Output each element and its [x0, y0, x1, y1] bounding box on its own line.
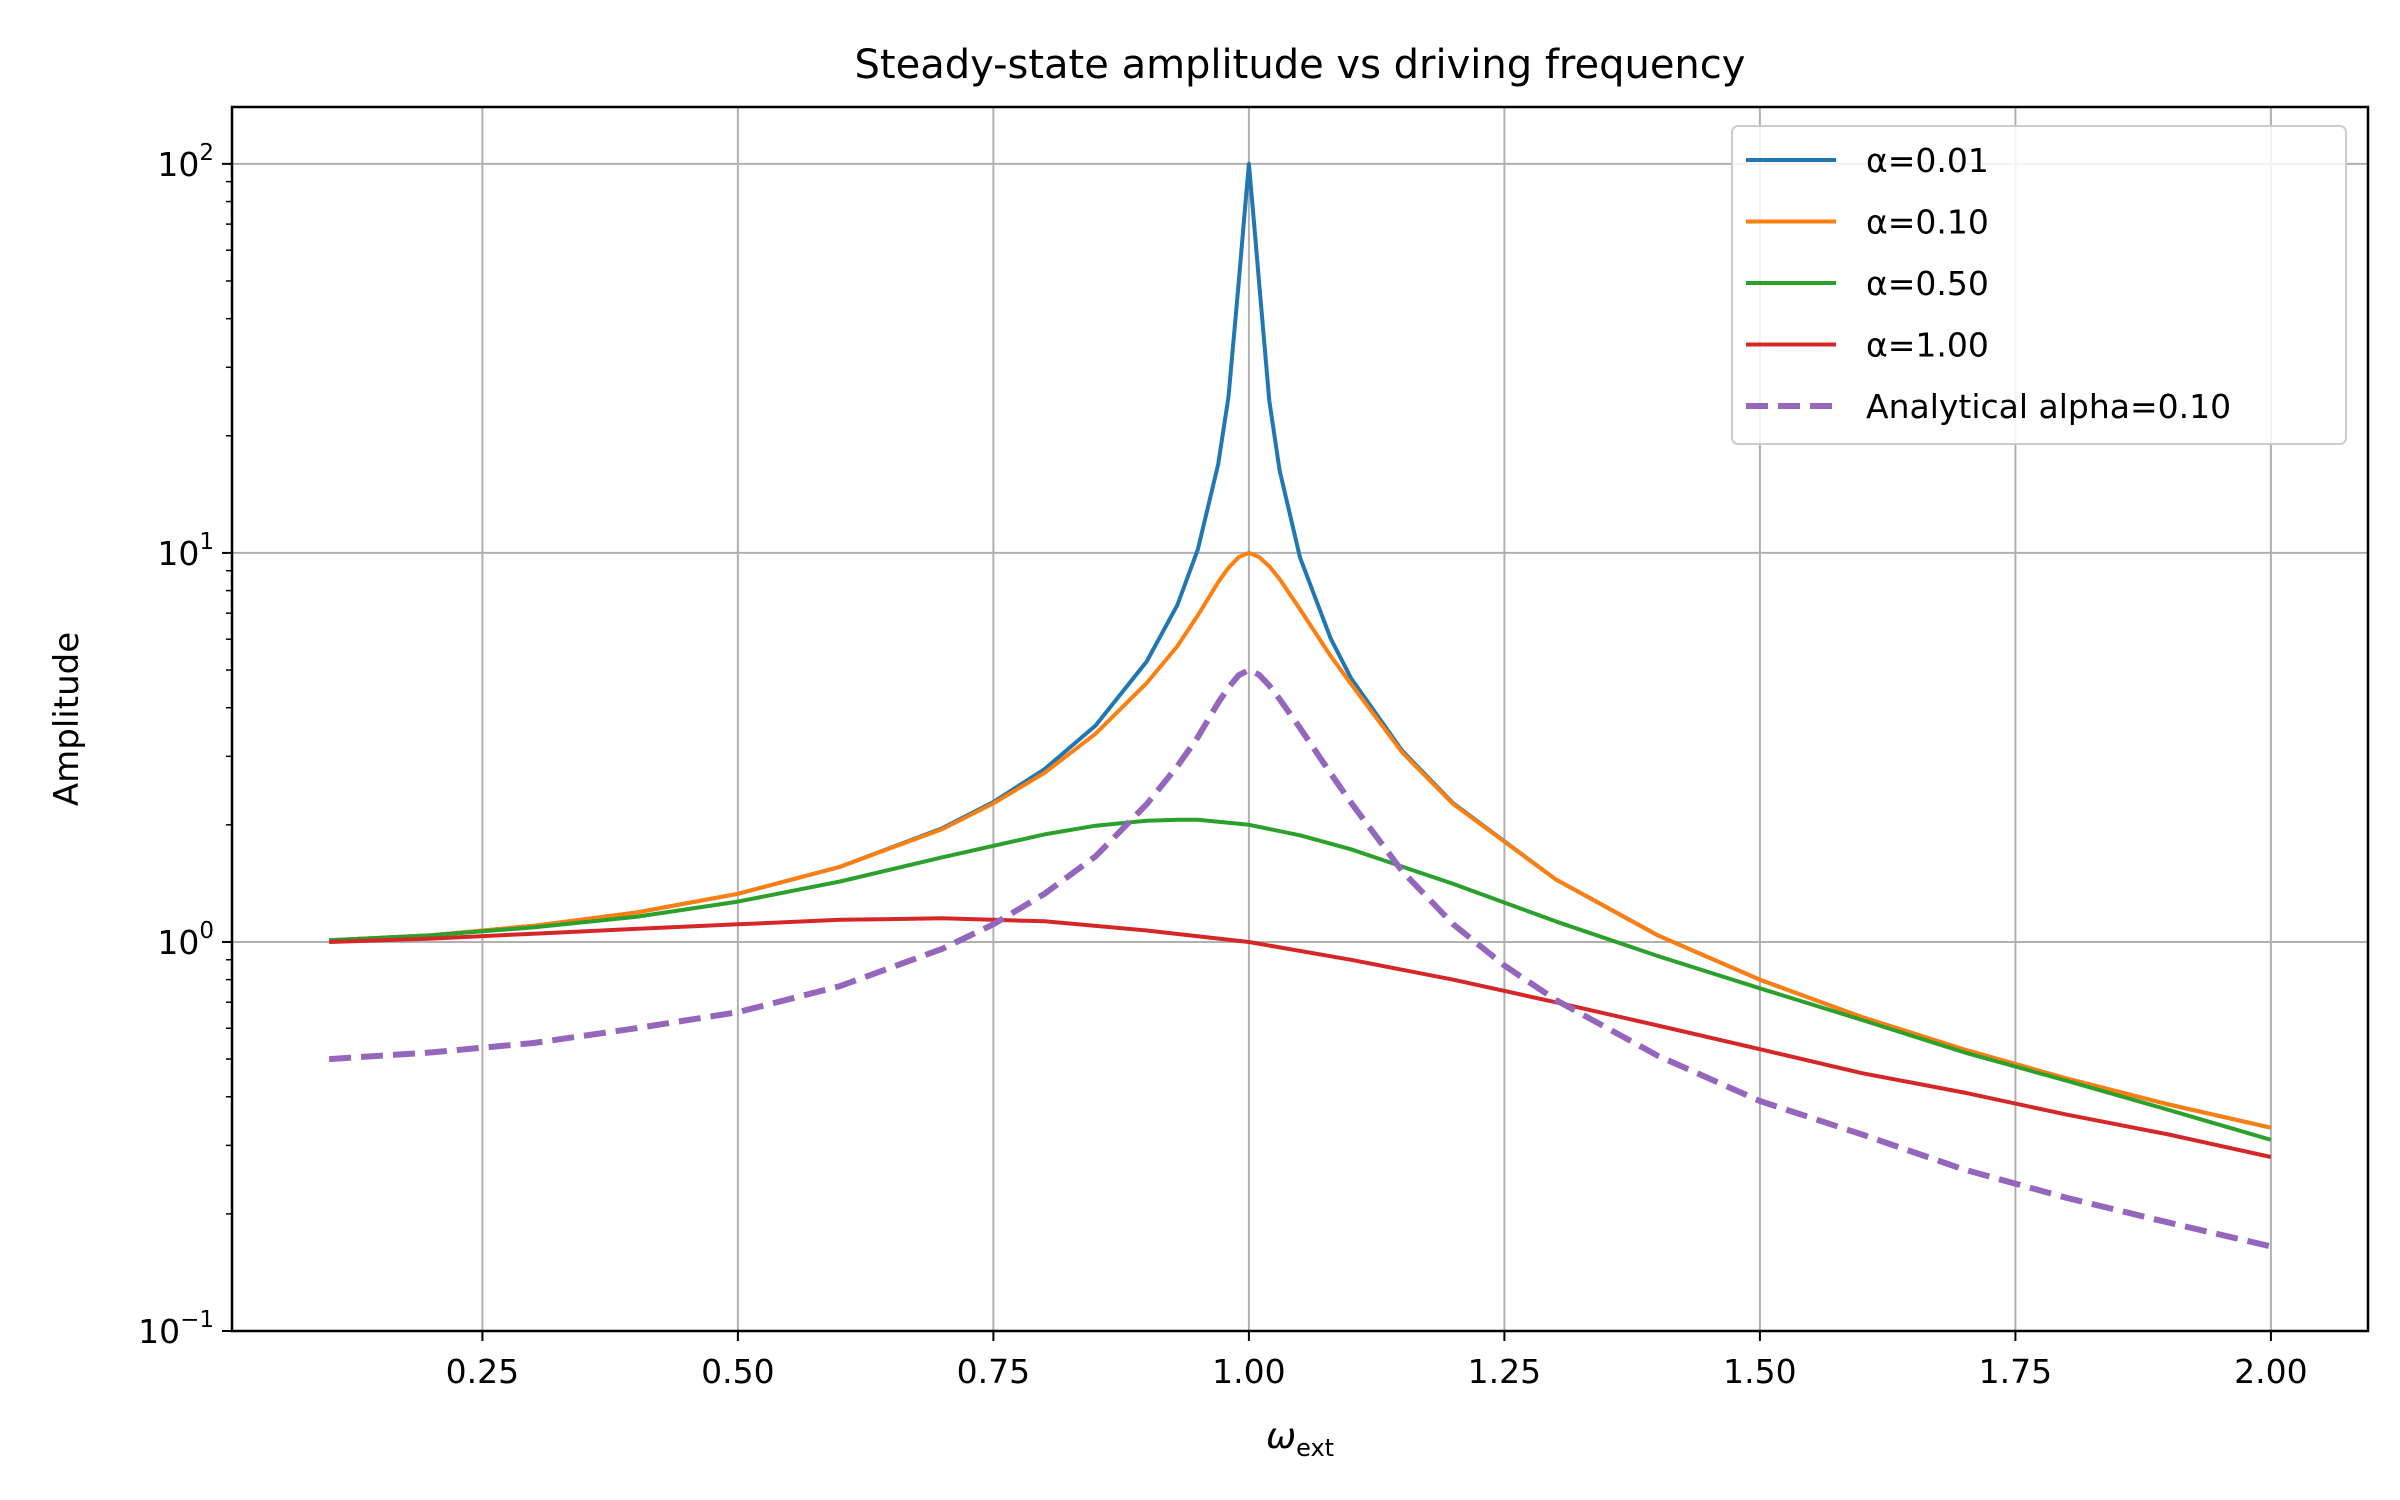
series-line-5 — [328, 667, 2272, 1250]
x-tick-label: 1.25 — [1468, 1352, 1541, 1391]
x-tick-label: 2.00 — [2234, 1352, 2307, 1391]
x-axis-label-subscript: ext — [1296, 1434, 1334, 1462]
y-tick-exponent: 2 — [199, 140, 214, 166]
series-line-3 — [329, 817, 2272, 1142]
y-tick-exponent: −1 — [180, 1307, 214, 1333]
y-tick-label: 102 — [157, 140, 214, 184]
y-tick-label: 10−1 — [138, 1307, 214, 1351]
plot-frame — [230, 105, 2370, 1333]
x-axis-label-symbol: ω — [1266, 1416, 1296, 1457]
y-tick-base: 10 — [157, 145, 199, 184]
legend-label: α=1.00 — [1866, 326, 1989, 365]
x-tick-label: 0.25 — [446, 1352, 519, 1391]
legend-box — [1731, 125, 2347, 445]
chart-title: Steady-state amplitude vs driving freque… — [855, 42, 1746, 88]
legend-label: α=0.01 — [1866, 141, 1989, 180]
series-line-4 — [329, 916, 2272, 1159]
y-tick-exponent: 0 — [199, 918, 214, 944]
x-tick-label: 0.75 — [957, 1352, 1030, 1391]
legend: α=0.01 α=0.10 α=0.50 α=1.00 Analytical alpha… — [1731, 125, 2347, 445]
x-tick-label: 0.50 — [701, 1352, 774, 1391]
series-line-2 — [329, 550, 2272, 1130]
series-layer — [328, 161, 2272, 1250]
x-tick-label: 1.75 — [1979, 1352, 2052, 1391]
legend-label: α=0.50 — [1866, 264, 1989, 303]
x-tick-label: 1.50 — [1723, 1352, 1796, 1391]
y-tick-base: 10 — [157, 534, 199, 573]
x-axis-label: ωext — [1266, 1416, 1334, 1462]
y-tick-base: 10 — [138, 1312, 180, 1351]
y-tick-exponent: 1 — [199, 529, 214, 555]
legend-label: Analytical alpha=0.10 — [1866, 387, 2231, 426]
legend-label: α=0.10 — [1866, 203, 1989, 242]
y-tick-label: 101 — [157, 529, 214, 573]
y-tick-label: 100 — [157, 918, 214, 962]
y-tick-base: 10 — [157, 923, 199, 962]
x-tick-label: 1.00 — [1212, 1352, 1285, 1391]
x-axis: 0.25 0.50 0.75 1.00 1.25 1.50 1.75 2.00 — [446, 1331, 2308, 1391]
y-axis-label: Amplitude — [47, 632, 87, 806]
